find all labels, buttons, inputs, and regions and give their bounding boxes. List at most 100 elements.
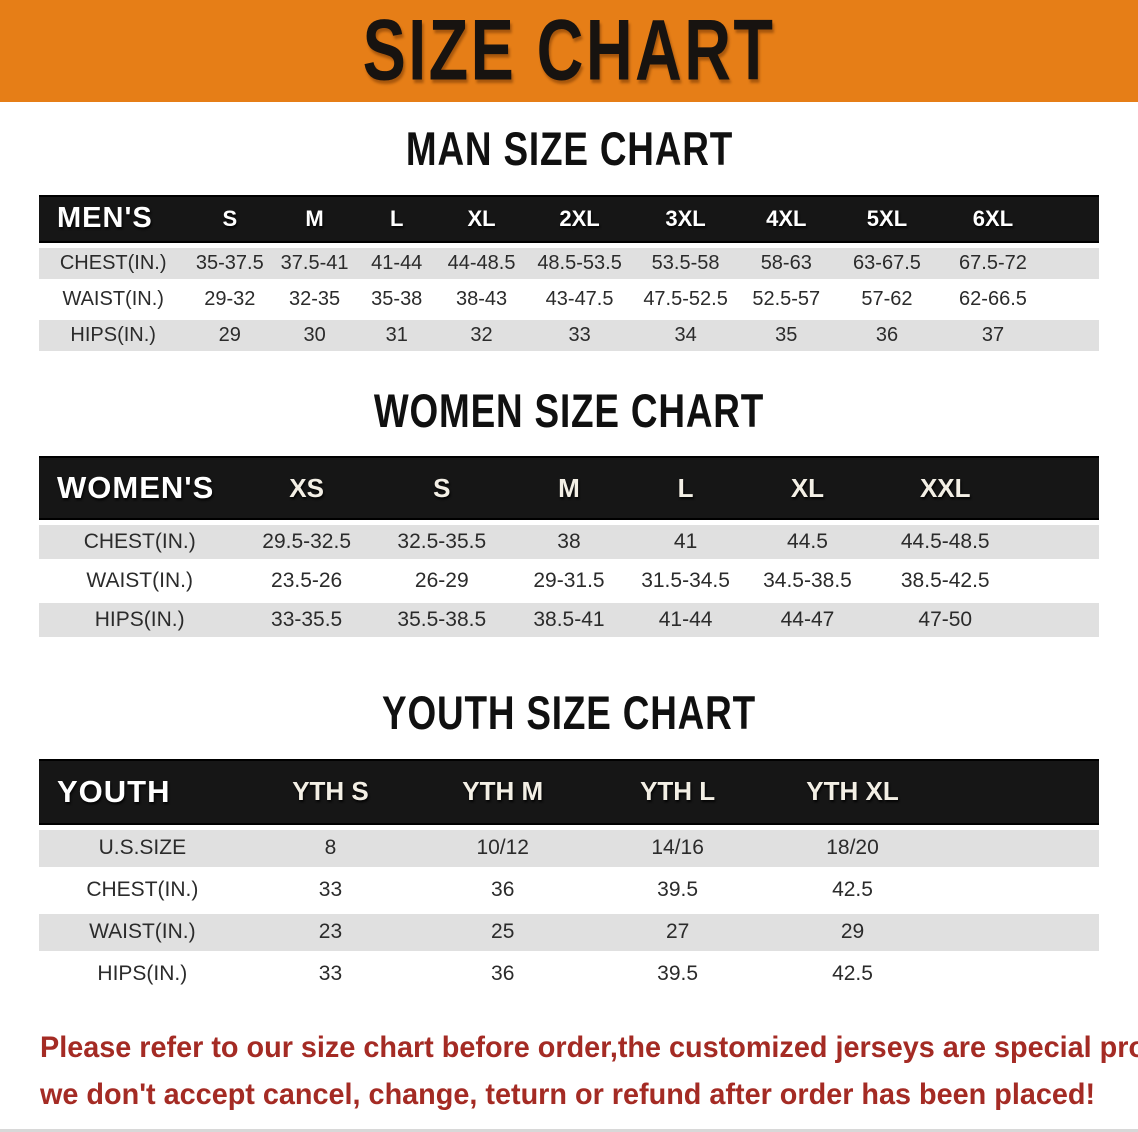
measurement-value-cell: 38.5-42.5 xyxy=(871,564,1020,598)
measurement-value-cell: 32.5-35.5 xyxy=(372,525,511,559)
measurement-value-cell: 33 xyxy=(245,871,416,909)
measurement-row-label: CHEST(IN.) xyxy=(39,525,241,559)
measurement-row-label: CHEST(IN.) xyxy=(39,871,246,909)
womens-section-heading: WOMEN SIZE CHART xyxy=(0,384,1138,435)
measurement-value-cell: 23 xyxy=(245,913,416,951)
bottom-edge-line xyxy=(0,1129,1138,1132)
measurement-value-cell: 38.5-41 xyxy=(510,603,628,637)
measurement-value-cell: 35-37.5 xyxy=(187,247,273,279)
youth-table-header-row: YOUTH YTH S YTH M YTH L YTH XL xyxy=(39,758,1099,825)
measurement-value-cell: 47-50 xyxy=(871,603,1020,637)
measurement-value-cell: 14/16 xyxy=(590,829,766,867)
measurement-value-cell: 44-47 xyxy=(743,603,872,637)
size-column-header: XL xyxy=(436,194,527,243)
measurement-value-cell: 35 xyxy=(738,319,834,351)
measurement-value-cell: 43-47.5 xyxy=(526,283,633,315)
measurement-value-cell: 36 xyxy=(833,319,940,351)
mens-section-heading: MAN SIZE CHART xyxy=(0,123,1138,174)
mens-table-corner-label: MEN'S xyxy=(39,194,188,243)
size-column-header: YTH S xyxy=(245,758,416,825)
measurement-row-label: CHEST(IN.) xyxy=(39,247,188,279)
footer-note-line2: we don't accept cancel, change, teturn o… xyxy=(40,1077,1096,1111)
measurement-value-cell: 32 xyxy=(436,319,527,351)
size-column-header: M xyxy=(510,456,628,520)
youth-size-section: YOUTH SIZE CHART YOUTH YTH S YTH M YTH L YTH… xyxy=(0,687,1138,998)
measurement-value-cell: 30 xyxy=(272,319,357,351)
mens-size-table: MEN'S S M L XL 2XL 3XL 4XL 5XL 6XL CHEST(IN.) 35-37… xyxy=(39,190,1099,356)
size-column-header: 5XL xyxy=(833,194,940,243)
measurement-value-cell: 41-44 xyxy=(356,247,437,279)
measurement-value-cell: 38 xyxy=(510,525,628,559)
spacer-cell xyxy=(1045,283,1099,315)
size-column-header: YTH L xyxy=(590,758,766,825)
spacer-cell xyxy=(939,913,1099,951)
size-column-header: XXL xyxy=(871,456,1020,520)
measurement-value-cell: 58-63 xyxy=(738,247,834,279)
spacer-cell xyxy=(1045,247,1099,279)
measurement-value-cell: 44.5-48.5 xyxy=(871,525,1020,559)
youth-size-table: YOUTH YTH S YTH M YTH L YTH XL U.S.SIZE 8 10/12… xyxy=(39,754,1099,998)
banner: SIZE CHART xyxy=(0,0,1138,102)
size-column-header: 3XL xyxy=(632,194,739,243)
banner-title: SIZE CHART xyxy=(362,2,776,99)
measurement-value-cell: 34.5-38.5 xyxy=(743,564,872,598)
measurement-row: U.S.SIZE 8 10/12 14/16 18/20 xyxy=(39,829,1099,867)
measurement-value-cell: 33-35.5 xyxy=(240,603,373,637)
measurement-value-cell: 29-32 xyxy=(187,283,273,315)
measurement-value-cell: 62-66.5 xyxy=(939,283,1046,315)
measurement-row-label: WAIST(IN.) xyxy=(39,283,188,315)
size-column-header: M xyxy=(272,194,357,243)
spacer-cell xyxy=(939,955,1099,993)
measurement-value-cell: 37.5-41 xyxy=(272,247,357,279)
measurement-value-cell: 29-31.5 xyxy=(510,564,628,598)
footer-note: Please refer to our size chart before or… xyxy=(40,1024,1138,1118)
spacer-cell xyxy=(939,829,1099,867)
measurement-value-cell: 42.5 xyxy=(765,955,940,993)
womens-size-table-host: WOMEN'S XS S M L XL XXL CHEST(IN.) 29.5-32.5 32.5… xyxy=(0,451,1138,642)
measurement-row-label: WAIST(IN.) xyxy=(39,564,241,598)
womens-size-section: WOMEN SIZE CHART WOMEN'S XS S M L XL XXL CHEST(… xyxy=(0,384,1138,643)
measurement-value-cell: 35-38 xyxy=(356,283,437,315)
measurement-value-cell: 29 xyxy=(765,913,940,951)
measurement-row: CHEST(IN.) 33 36 39.5 42.5 xyxy=(39,871,1099,909)
measurement-value-cell: 31.5-34.5 xyxy=(627,564,744,598)
measurement-row-label: HIPS(IN.) xyxy=(39,955,246,993)
measurement-row: HIPS(IN.) 33 36 39.5 42.5 xyxy=(39,955,1099,993)
spacer-cell xyxy=(1019,456,1099,520)
measurement-value-cell: 31 xyxy=(356,319,437,351)
size-column-header: XS xyxy=(240,456,373,520)
measurement-value-cell: 36 xyxy=(415,955,591,993)
measurement-value-cell: 33 xyxy=(526,319,633,351)
size-column-header: L xyxy=(627,456,744,520)
measurement-value-cell: 42.5 xyxy=(765,871,940,909)
measurement-value-cell: 29 xyxy=(187,319,273,351)
measurement-value-cell: 57-62 xyxy=(833,283,940,315)
spacer-cell xyxy=(939,758,1099,825)
measurement-value-cell: 34 xyxy=(632,319,739,351)
measurement-value-cell: 10/12 xyxy=(415,829,591,867)
measurement-row: WAIST(IN.) 29-32 32-35 35-38 38-43 43-47.5 47.… xyxy=(39,283,1099,315)
spacer-cell xyxy=(1019,564,1099,598)
spacer-cell xyxy=(1045,319,1099,351)
size-column-header: 4XL xyxy=(738,194,834,243)
womens-table-corner-label: WOMEN'S xyxy=(39,456,241,520)
spacer-cell xyxy=(1019,525,1099,559)
measurement-value-cell: 47.5-52.5 xyxy=(632,283,739,315)
spacer-cell xyxy=(939,871,1099,909)
spacer-cell xyxy=(1045,194,1099,243)
size-column-header: L xyxy=(356,194,437,243)
measurement-value-cell: 26-29 xyxy=(372,564,511,598)
measurement-value-cell: 41-44 xyxy=(627,603,744,637)
footer-note-line1: Please refer to our size chart before or… xyxy=(40,1030,1138,1064)
youth-section-heading: YOUTH SIZE CHART xyxy=(0,687,1138,738)
measurement-value-cell: 37 xyxy=(939,319,1046,351)
mens-size-section: MAN SIZE CHART MEN'S S M L XL 2XL 3XL 4XL 5XL 6XL… xyxy=(0,123,1138,356)
measurement-row: CHEST(IN.) 29.5-32.5 32.5-35.5 38 41 44.5 44.5… xyxy=(39,525,1099,559)
measurement-value-cell: 27 xyxy=(590,913,766,951)
measurement-value-cell: 29.5-32.5 xyxy=(240,525,373,559)
measurement-value-cell: 32-35 xyxy=(272,283,357,315)
size-column-header: S xyxy=(372,456,511,520)
measurement-row: WAIST(IN.) 23.5-26 26-29 29-31.5 31.5-34.5 34… xyxy=(39,564,1099,598)
measurement-value-cell: 23.5-26 xyxy=(240,564,373,598)
